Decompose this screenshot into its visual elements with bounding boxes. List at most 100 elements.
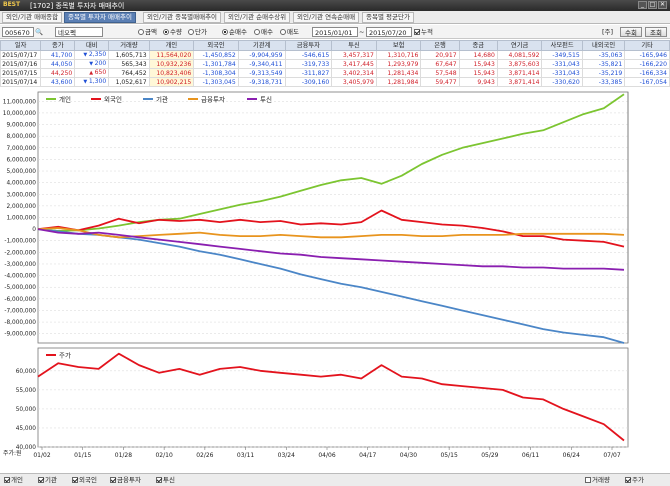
radio-sell-label: 매도	[287, 28, 299, 36]
date-separator: ~	[359, 28, 365, 36]
stock-name-field: 네오펙	[55, 27, 103, 37]
cell-inst: -9,318,731	[237, 77, 286, 87]
cell-foreign: -1,303,045	[193, 77, 239, 87]
next-button[interactable]: 조회	[645, 27, 667, 37]
tab-top-net-buy[interactable]: 외인/기관 순매수상위	[224, 12, 291, 23]
radio-sell[interactable]: 매도	[280, 27, 299, 37]
cell-natfor: -33,385	[581, 77, 626, 87]
lower-plot-frame	[37, 347, 629, 448]
x-tick-label: 06/11	[522, 452, 539, 459]
cell-inst: -9,904,959	[237, 50, 286, 60]
col-etc[interactable]: 기타	[624, 40, 670, 51]
down-arrow-icon: ▼	[83, 79, 89, 85]
tab-summary[interactable]: 외인/기관 매매종합	[2, 12, 63, 23]
tab-avg-price[interactable]: 종목별 평균단가	[362, 12, 414, 23]
upper-y-tick-label: -8,000,000	[4, 320, 36, 326]
col-change[interactable]: 대비	[74, 40, 110, 51]
table-row[interactable]: 2015/07/14 43,600 ▼ 1,300 1,052,617 10,902,2…	[0, 77, 670, 87]
upper-y-tick-label: 2,000,000	[6, 204, 36, 210]
x-tick-label: 04/30	[400, 452, 417, 459]
cumulative-check[interactable]: 누적	[414, 27, 433, 37]
series-line-price	[37, 352, 625, 442]
radio-amount[interactable]: 금액	[138, 27, 157, 37]
cell-ins: 1,310,716	[375, 50, 422, 60]
radio-quantity[interactable]: 수량	[163, 27, 182, 37]
cell-pension: 3,875,603	[496, 59, 543, 69]
tab-continuous[interactable]: 외인/기관 연속순매매	[293, 12, 360, 23]
col-financial[interactable]: 금융투자	[284, 40, 333, 51]
tab-investor-trend[interactable]: 종목별 투자자 매매추이	[64, 12, 136, 23]
radio-buy[interactable]: 매수	[254, 27, 273, 37]
legend-check-label: 개인	[11, 476, 23, 484]
col-bank[interactable]: 은행	[420, 40, 460, 51]
cell-vol: 1,052,617	[108, 77, 150, 87]
col-merchant[interactable]: 종금	[458, 40, 498, 51]
radio-net-buy-label: 순매수	[229, 28, 247, 36]
cell-indiv: 10,902,215	[148, 77, 195, 87]
legend-check-financial[interactable]: 금융투자	[110, 476, 141, 484]
col-pef[interactable]: 사모펀드	[541, 40, 583, 51]
cell-foreign: -1,308,304	[193, 68, 239, 78]
col-individual[interactable]: 개인	[148, 40, 195, 51]
change-value: 2,350	[88, 51, 107, 59]
cell-date: 2015/07/14	[0, 77, 42, 87]
x-tick-label: 03/24	[278, 452, 295, 459]
date-from-input[interactable]: 2015/01/01	[312, 27, 358, 37]
change-value: 650	[94, 69, 107, 77]
date-to-input[interactable]: 2015/07/20	[366, 27, 412, 37]
legend-check-foreign[interactable]: 외국인	[72, 476, 97, 484]
up-arrow-icon: ▲	[89, 70, 95, 76]
bottom-bar: 개인 기관 외국인 금융투자 투신 거래량 주가	[0, 473, 670, 486]
legend-check-label: 기관	[45, 476, 57, 484]
stock-code-input[interactable]: 005670	[2, 27, 34, 37]
table-row[interactable]: 2015/07/16 44,050 ▼ 200 565,343 10,932,236 -1…	[0, 59, 670, 69]
cell-ins: 1,293,979	[375, 59, 422, 69]
col-pension[interactable]: 연기금	[496, 40, 543, 51]
x-tick-label: 01/28	[115, 452, 132, 459]
col-close[interactable]: 종가	[40, 40, 76, 51]
lower-y-tick-label: 45,000	[16, 426, 37, 432]
minimize-button[interactable]: _	[638, 1, 647, 9]
col-foreign[interactable]: 외국인	[193, 40, 239, 51]
col-trust[interactable]: 투신	[331, 40, 377, 51]
cell-date: 2015/07/15	[0, 68, 42, 78]
tab-stock-trend[interactable]: 외인/기관 종목별매매추이	[143, 12, 222, 23]
cell-bank: 57,548	[420, 68, 460, 78]
upper-legend-label: 외국인	[104, 95, 122, 104]
series-line-외국인	[37, 209, 625, 248]
col-date[interactable]: 일자	[0, 40, 42, 51]
upper-plot-frame	[37, 91, 629, 344]
price-check[interactable]: 주가	[625, 476, 644, 484]
table-row[interactable]: 2015/07/15 44,250 ▲ 650 764,452 10,823,406 -1…	[0, 68, 670, 78]
cell-foreign: -1,301,784	[193, 59, 239, 69]
cell-vol: 565,343	[108, 59, 150, 69]
legend-check-individual[interactable]: 개인	[4, 476, 23, 484]
col-institution[interactable]: 기관계	[237, 40, 286, 51]
table-row[interactable]: 2015/07/17 41,700 ▼ 2,350 1,605,713 11,564,0…	[0, 50, 670, 60]
x-tick-label: 05/15	[440, 452, 457, 459]
legend-check-institution[interactable]: 기관	[38, 476, 57, 484]
search-icon[interactable]: 🔍	[35, 28, 44, 36]
upper-legend-label: 금융투자	[201, 95, 225, 104]
query-button[interactable]: 수회	[620, 27, 642, 37]
volume-check[interactable]: 거래량	[585, 476, 610, 484]
cell-pef: -330,620	[541, 77, 583, 87]
maximize-button[interactable]: □	[648, 1, 657, 9]
cell-inst: -9,313,549	[237, 68, 286, 78]
cell-merch: 9,943	[458, 77, 498, 87]
cell-pension: 3,871,414	[496, 68, 543, 78]
radio-unit-price[interactable]: 단가	[188, 27, 207, 37]
upper-legend-label: 개인	[59, 95, 71, 104]
upper-y-tick-label: -5,000,000	[4, 285, 36, 291]
close-button[interactable]: ✕	[658, 1, 667, 9]
cell-trust: 3,405,979	[331, 77, 377, 87]
legend-check-trust[interactable]: 투신	[156, 476, 175, 484]
radio-net-buy[interactable]: 순매수	[222, 27, 247, 37]
window-title: [1702] 종목별 투자자 매매추이	[30, 2, 125, 10]
cell-indiv: 11,564,020	[148, 50, 195, 60]
col-insurance[interactable]: 보험	[375, 40, 422, 51]
col-domestic-foreign[interactable]: 내외국인	[581, 40, 626, 51]
x-tick-label: 04/06	[318, 452, 335, 459]
radio-quantity-label: 수량	[170, 28, 182, 36]
col-volume[interactable]: 거래량	[108, 40, 150, 51]
